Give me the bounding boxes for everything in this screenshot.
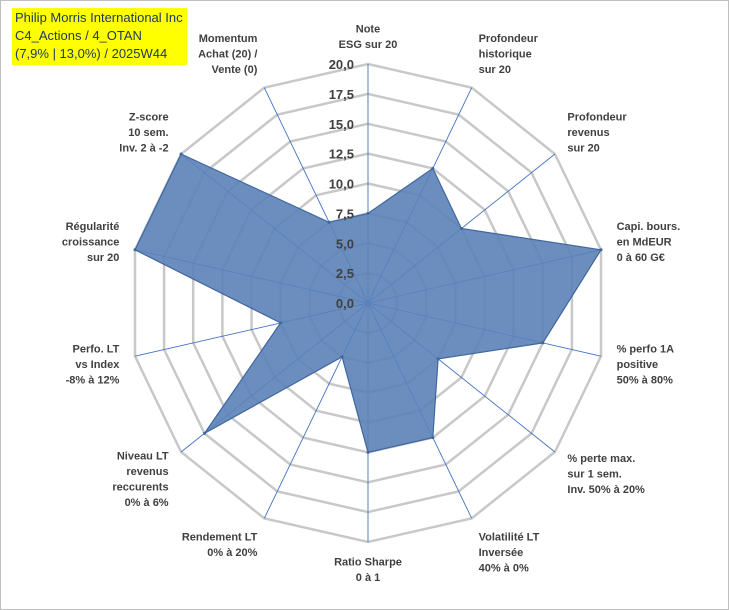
tick-label: 5,0 xyxy=(336,236,354,251)
axis-label-line: Niveau LT xyxy=(117,450,169,462)
axis-label-line: -8% à 12% xyxy=(66,374,120,386)
data-point xyxy=(366,211,370,215)
axis-label-line: positive xyxy=(617,359,659,371)
axis-label-line: croissance xyxy=(62,237,119,249)
axis-label-line: Perfo. LT xyxy=(73,343,120,355)
axis-label-line: reccurents xyxy=(112,481,168,493)
axis-label-line: historique xyxy=(479,48,532,60)
data-point xyxy=(459,227,463,230)
axis-label: Momentum Achat (20) / Vente (0) xyxy=(198,33,258,76)
axis-label-line: revenus xyxy=(567,127,609,139)
axis-label-line: vs Index xyxy=(75,359,120,371)
series-layer xyxy=(133,152,603,454)
axis-label-line: Inv. 2 à -2 xyxy=(119,142,168,154)
axis-label-layer: Note ESG sur 20 Profondeur historique sur 20… xyxy=(62,24,680,585)
data-point xyxy=(366,450,370,454)
axis-label-line: Momentum xyxy=(199,33,258,45)
axis-label-line: Vente (0) xyxy=(212,64,258,76)
axis-label-line: % perte max. xyxy=(567,453,635,465)
data-point xyxy=(431,166,435,170)
tick-label: 15,0 xyxy=(329,117,354,132)
data-point xyxy=(436,357,440,361)
axis-label: Z-score 10 sem. Inv. 2 à -2 xyxy=(119,111,168,154)
tick-label: 0,0 xyxy=(336,296,354,311)
axis-label: % perfo 1A positive 50% à 80% xyxy=(617,343,675,386)
tick-label: 12,5 xyxy=(329,147,354,162)
axis-label-line: Ratio Sharpe xyxy=(334,557,402,569)
axis-label-line: 40% à 0% xyxy=(479,563,529,575)
axis-label-line: Profondeur xyxy=(567,111,627,123)
data-point xyxy=(340,355,344,359)
tick-label-layer: 0,0 2,5 5,0 7,5 10,0 12,5 15,0 17,5 20,0 xyxy=(329,57,354,311)
axis-label: Profondeur revenus sur 20 xyxy=(567,111,627,154)
axis-label-line: Inversée xyxy=(479,547,524,559)
axis-label-line: revenus xyxy=(126,466,168,478)
axis-label-line: sur 20 xyxy=(567,142,599,154)
data-point xyxy=(279,321,283,325)
tick-label: 7,5 xyxy=(336,206,354,221)
axis-label-line: 0 à 60 G€ xyxy=(617,252,665,264)
title-stats: (7,9% | 13,0%) / 2025W44 xyxy=(15,46,168,61)
axis-label: Perfo. LT vs Index -8% à 12% xyxy=(66,343,121,386)
axis-label: Capi. bours. en MdEUR 0 à 60 G€ xyxy=(617,221,681,264)
tick-label: 2,5 xyxy=(336,266,354,281)
data-point xyxy=(203,431,206,435)
chart-title-box: Philip Morris International Inc C4_Actio… xyxy=(12,8,187,65)
axis-label-line: Note xyxy=(356,24,380,36)
axis-label-line: 0% à 20% xyxy=(207,547,257,559)
axis-label-line: 50% à 80% xyxy=(617,374,673,386)
tick-label: 20,0 xyxy=(329,57,354,72)
axis-label-line: sur 1 sem. xyxy=(567,469,621,481)
tick-label: 17,5 xyxy=(329,87,354,102)
axis-label-line: Profondeur xyxy=(479,33,539,45)
axis-label-line: en MdEUR xyxy=(617,237,672,249)
axis-label: Ratio Sharpe 0 à 1 xyxy=(334,557,402,585)
data-point xyxy=(431,436,435,440)
axis-label-line: Inv. 50% à 20% xyxy=(567,484,645,496)
axis-label-line: Capi. bours. xyxy=(617,221,681,233)
axis-label-line: Régularité xyxy=(66,221,120,233)
axis-label-line: % perfo 1A xyxy=(617,343,675,355)
axis-label-line: 0 à 1 xyxy=(356,572,380,584)
tick-label: 10,0 xyxy=(329,177,354,192)
axis-label: Rendement LT 0% à 20% xyxy=(182,532,258,560)
title-category: C4_Actions / 4_OTAN xyxy=(15,28,142,43)
axis-label-line: sur 20 xyxy=(479,64,511,76)
axis-label: Profondeur historique sur 20 xyxy=(479,33,539,76)
axis-label: Régularité croissance sur 20 xyxy=(62,221,119,264)
data-point xyxy=(541,341,545,345)
axis-label: % perte max. sur 1 sem. Inv. 50% à 20% xyxy=(567,453,645,496)
axis-label: Note ESG sur 20 xyxy=(339,24,398,52)
axis-label-line: 10 sem. xyxy=(128,127,168,139)
data-point xyxy=(599,248,603,252)
title-company: Philip Morris International Inc xyxy=(15,10,183,25)
axis-label: Niveau LT revenus reccurents 0% à 6% xyxy=(112,450,169,509)
axis-label-line: sur 20 xyxy=(87,252,119,264)
data-point xyxy=(179,152,183,156)
axis-label: Volatilité LT Inversée 40% à 0% xyxy=(479,532,540,575)
axis-label-line: ESG sur 20 xyxy=(339,39,398,51)
axis-label-line: 0% à 6% xyxy=(125,497,169,509)
axis-label-line: Rendement LT xyxy=(182,532,258,544)
data-point xyxy=(133,248,137,252)
axis-label-line: Achat (20) / xyxy=(198,48,257,60)
axis-label-line: Z-score xyxy=(129,111,169,123)
axis-label-line: Volatilité LT xyxy=(479,532,540,544)
data-point xyxy=(327,220,331,224)
